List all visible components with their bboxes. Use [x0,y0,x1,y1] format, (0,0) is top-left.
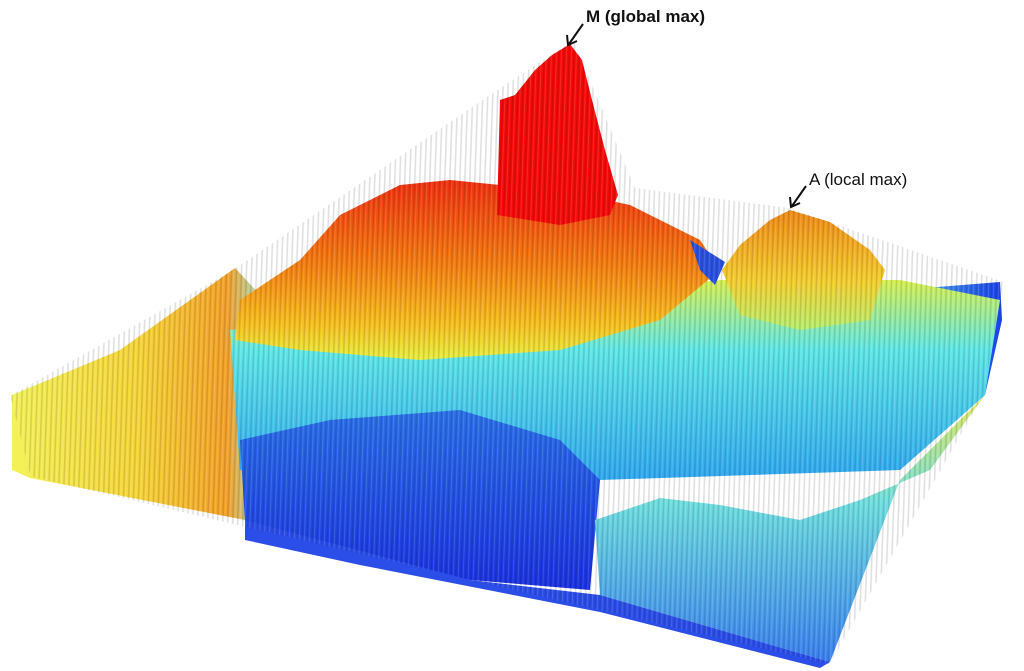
arrowhead-a [789,196,801,209]
arrowhead-m [566,34,578,47]
arrow-m [568,23,584,45]
annotations: M (global max) A (local max) [566,7,907,209]
annotation-m: M (global max) [586,7,705,26]
annotation-a: A (local max) [809,170,907,189]
arrow-a [791,185,807,207]
